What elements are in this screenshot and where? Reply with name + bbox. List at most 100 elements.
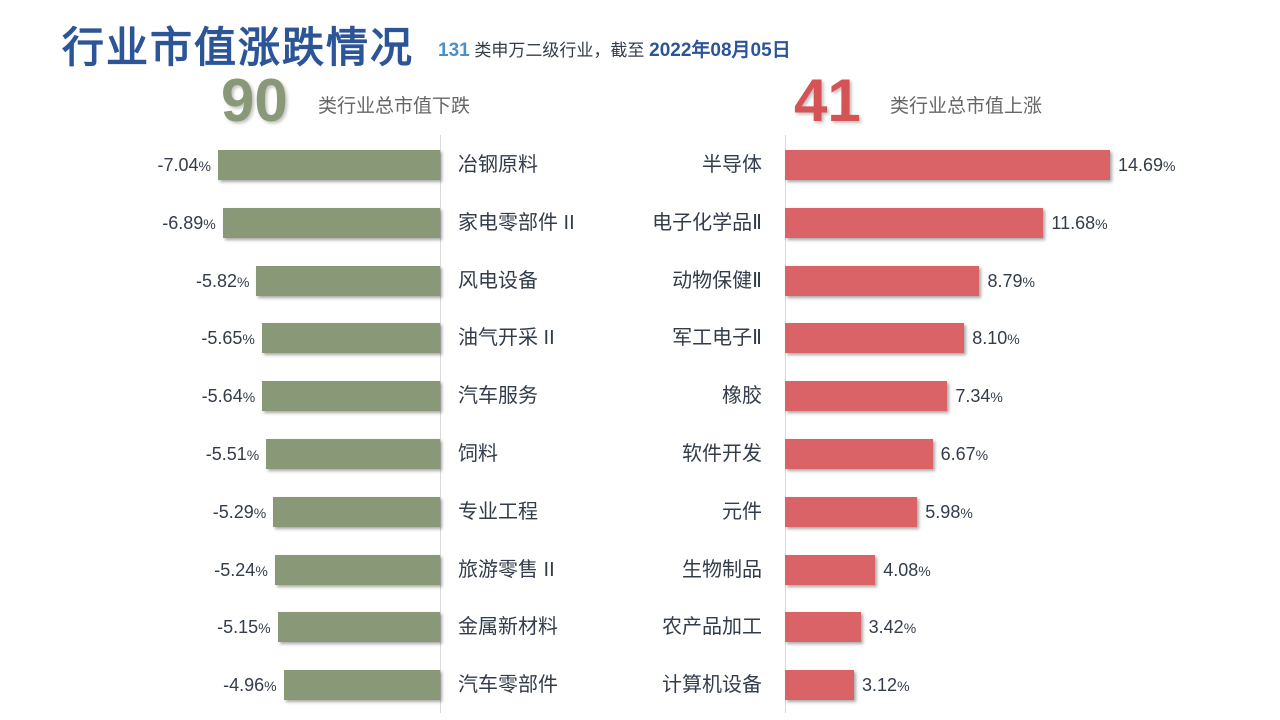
up-value-label: 11.68% (1051, 208, 1107, 239)
up-value-label: 3.42% (869, 612, 917, 643)
up-value-label-unit: % (903, 620, 917, 637)
down-value-label-unit: % (242, 389, 256, 406)
up-category-label: 农产品加工 (662, 616, 762, 639)
down-value-label: -4.96% (223, 670, 276, 701)
up-value-label-unit: % (1095, 215, 1108, 232)
up-category-label: 软件开发 (682, 443, 762, 465)
down-category-label: 家电零部件 II (458, 211, 575, 234)
subtitle-count: 131 (438, 40, 470, 61)
down-category-label: 金属新材料 (458, 616, 558, 639)
down-value-label-number: -4.96 (223, 675, 265, 696)
up-value-label-number: 7.34 (955, 386, 991, 407)
up-value-label-unit: % (1022, 273, 1035, 290)
down-category-label: 油气开采 II (458, 327, 555, 350)
down-bar (273, 496, 440, 527)
down-value-label-number: -5.65 (201, 328, 243, 349)
down-category-label: 汽车服务 (458, 385, 538, 408)
up-value-label-number: 11.68 (1051, 212, 1096, 233)
up-bar (785, 265, 980, 296)
down-value-label-number: -5.82 (196, 270, 238, 291)
down-bar (283, 670, 440, 701)
up-category-label: 元件 (722, 500, 762, 523)
up-value-label-number: 8.10 (972, 328, 1008, 349)
up-bar (785, 323, 965, 354)
down-value-label: -5.64% (202, 381, 255, 412)
down-category-label: 风电设备 (458, 269, 538, 292)
down-value-label: -6.89% (162, 208, 215, 239)
up-value-label-number: 14.69 (1118, 155, 1164, 175)
down-value-label-unit: % (246, 447, 260, 463)
down-bar (256, 265, 440, 296)
up-value-label: 4.08% (883, 555, 931, 586)
up-value-label-unit: % (990, 389, 1003, 406)
up-chart-axis (785, 135, 786, 713)
up-bar (785, 439, 933, 469)
page-subtitle: 131 类申万二级行业，截至 2022年08月05日 (438, 35, 791, 62)
up-value-label: 3.12% (862, 670, 910, 701)
up-value-label-unit: % (1163, 158, 1176, 174)
up-value-label: 6.67% (941, 439, 989, 470)
up-category-label: 橡胶 (722, 385, 762, 408)
up-bar (785, 381, 948, 412)
down-bar (266, 439, 440, 469)
down-value-label: -5.82% (196, 266, 249, 297)
down-value-label: -5.29% (213, 497, 266, 528)
down-value-label-number: -5.24 (214, 559, 256, 580)
up-category-label: 动物保健Ⅱ (672, 269, 762, 292)
up-value-label-number: 8.79 (987, 270, 1023, 291)
down-category-label: 冶钢原料 (458, 154, 538, 176)
subtitle-date: 2022年08月05日 (649, 40, 791, 61)
down-bar (222, 207, 440, 238)
down-value-label: -5.65% (201, 323, 254, 354)
up-value-label-number: 4.08 (883, 559, 919, 580)
down-bar (262, 381, 440, 412)
up-category-label: 电子化学品Ⅱ (652, 211, 762, 234)
up-bar (785, 612, 861, 643)
up-value-label: 14.69% (1118, 150, 1176, 181)
up-value-label: 8.79% (987, 266, 1035, 297)
up-value-label-number: 3.42 (868, 617, 904, 638)
down-value-label: -5.15% (217, 612, 270, 643)
page-title: 行业市值涨跌情况 (62, 24, 415, 71)
up-category-label: 军工电子Ⅱ (672, 327, 762, 350)
up-value-label: 5.98% (925, 497, 973, 528)
down-category-label: 汽车零部件 (458, 674, 558, 697)
up-value-label-number: 6.67 (940, 444, 976, 464)
down-value-label-unit: % (242, 331, 255, 348)
down-category-label: 饲料 (458, 443, 498, 465)
up-value-label-unit: % (1007, 331, 1020, 348)
down-category-label: 旅游零售 II (458, 558, 555, 581)
up-value-label-number: 5.98 (925, 501, 961, 522)
down-value-label-number: -7.04 (157, 155, 199, 175)
up-bar (785, 207, 1044, 238)
down-caption: 类行业总市值下跌 (318, 96, 471, 117)
down-value-label: -5.24% (214, 555, 267, 586)
up-value-label-unit: % (918, 562, 931, 579)
down-value-label-number: -5.51 (205, 444, 247, 464)
down-value-label-number: -5.29 (212, 501, 254, 522)
up-bar (785, 150, 1110, 180)
up-count: 41 (794, 67, 861, 134)
down-value-label-unit: % (253, 504, 267, 521)
down-bar (274, 554, 440, 585)
up-caption: 类行业总市值上涨 (890, 96, 1043, 117)
up-category-label: 计算机设备 (662, 674, 762, 697)
up-value-label: 8.10% (972, 323, 1020, 354)
down-bar (218, 150, 440, 180)
up-value-label: 7.34% (955, 381, 1003, 412)
down-value-label-number: -5.64 (201, 386, 243, 407)
down-count: 90 (221, 67, 288, 134)
down-value-label-unit: % (198, 158, 211, 174)
down-category-label: 专业工程 (458, 500, 538, 523)
up-bar (785, 496, 918, 527)
down-value-label-unit: % (264, 678, 277, 695)
down-value-label-number: -5.15 (217, 617, 259, 638)
up-value-label-unit: % (975, 447, 989, 463)
down-bar (277, 612, 440, 643)
subtitle-text: 类申万二级行业，截至 (469, 41, 650, 60)
up-category-label: 半导体 (702, 154, 762, 176)
up-value-label-unit: % (960, 504, 973, 521)
down-value-label-number: -6.89 (162, 212, 204, 233)
down-chart-axis (440, 135, 441, 713)
down-value-label-unit: % (255, 562, 268, 579)
